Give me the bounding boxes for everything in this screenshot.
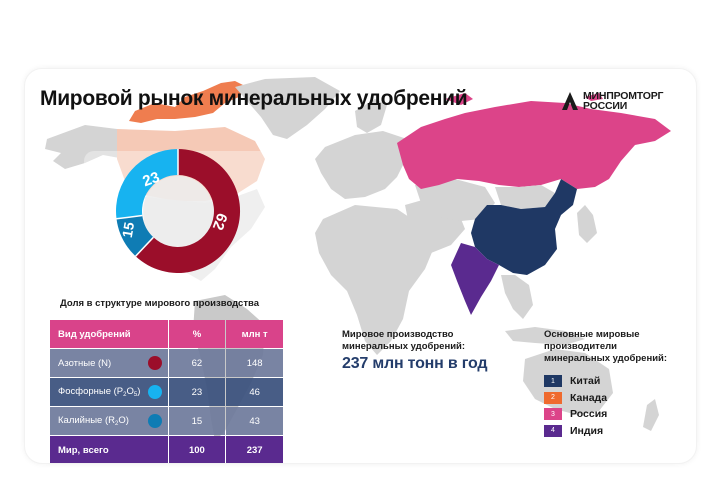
table-row: Калийные (R2O) 15 43 (50, 407, 283, 435)
ministry-logo: МИНПРОМТОРГ РОССИИ (562, 91, 663, 111)
row-percent: 62 (168, 349, 226, 377)
map-se-asia (501, 275, 533, 319)
legend-label: Канада (570, 391, 608, 404)
row-mt: 46 (226, 378, 283, 406)
legend-item-india: 4 Индия (544, 423, 667, 439)
donut-caption: Доля в структуре мирового производства (60, 298, 259, 309)
header-percent: % (168, 320, 226, 348)
map-japan (577, 205, 597, 243)
legend-swatch-russia: 3 (544, 408, 562, 420)
row-name-text: Азотные (N) (58, 357, 112, 369)
table-row: Фосфорные (P2O5) 23 46 (50, 378, 283, 406)
donut-label-nitrogen: 62 (209, 211, 231, 232)
legend-swatch-china: 1 (544, 375, 562, 387)
map-scandinavia (355, 99, 387, 133)
map-mongolia (495, 185, 555, 209)
row-name-text: Калийные (R2O) (58, 415, 129, 427)
table-row: Азотные (N) 62 148 (50, 349, 283, 377)
infographic-card: Мировой рынок минеральных удобрений МИНП… (24, 68, 697, 464)
donut-chart: 62 23 15 (116, 148, 241, 273)
production-line-1: Мировое производство (342, 329, 454, 340)
table-header-row: Вид удобрений % млн т (50, 320, 283, 348)
map-indonesia (505, 327, 585, 345)
logo-line-2: РОССИИ (583, 100, 628, 112)
header-mt: млн т (226, 320, 283, 348)
legend-label: Китай (570, 375, 601, 387)
legend-item-canada: 2 Канада (544, 390, 667, 406)
row-name: Фосфорные (P2O5) (50, 378, 168, 406)
legend-title-2: производители (544, 341, 617, 352)
legend-label: Россия (570, 408, 608, 420)
nitrogen-dot-icon (147, 356, 162, 370)
map-india (451, 243, 499, 315)
potash-dot-icon (147, 414, 162, 428)
row-mt: 43 (226, 407, 283, 435)
producers-legend: Основные мировые производители минеральн… (544, 329, 667, 439)
phosphate-dot-icon (147, 385, 162, 399)
map-alaska (45, 125, 135, 169)
total-name: Мир, всего (50, 436, 168, 463)
fertilizer-table: Вид удобрений % млн т Азотные (N) 62 148… (49, 319, 284, 463)
row-name: Азотные (N) (50, 349, 168, 377)
logo-text: МИНПРОМТОРГ РОССИИ (583, 90, 664, 112)
legend-swatch-india: 4 (544, 424, 562, 437)
legend-item-china: 1 Китай (544, 373, 667, 389)
map-greenland (235, 77, 340, 139)
table-total-row: Мир, всего 100 237 (50, 436, 283, 463)
production-total: 237 млн тонн в год (342, 355, 488, 372)
row-name: Калийные (R2O) (50, 407, 168, 435)
legend-swatch-canada: 2 (544, 391, 562, 404)
donut-label-phosphate: 23 (140, 169, 161, 191)
map-russia (397, 101, 671, 189)
legend-title-1: Основные мировые (544, 329, 640, 340)
map-china (471, 179, 577, 275)
total-percent: 100 (168, 436, 226, 463)
legend-label: Индия (570, 424, 604, 437)
row-name-text: Фосфорные (P2O5) (58, 386, 141, 398)
map-africa (315, 205, 435, 355)
world-production-block: Мировое производство минеральных удобрен… (342, 329, 487, 373)
map-europe (315, 131, 407, 199)
row-percent: 23 (168, 378, 226, 406)
map-canada-arctic (129, 81, 247, 123)
header-type: Вид удобрений (50, 320, 168, 348)
map-central-asia (415, 179, 495, 221)
donut-label-potash: 15 (119, 221, 137, 239)
donut-hole (143, 176, 213, 246)
legend-title-3: минеральных удобрений: (544, 353, 668, 364)
map-new-zealand (643, 399, 659, 431)
total-mt: 237 (226, 436, 283, 463)
legend-item-russia: 3 Россия (544, 406, 667, 422)
row-percent: 15 (168, 407, 226, 435)
production-line-2: минеральных удобрений: (342, 341, 466, 352)
logo-line-1: МИНПРОМТОРГ (583, 90, 664, 102)
donut-segment-nitrogen (135, 148, 241, 273)
row-mt: 148 (226, 349, 283, 377)
triangle-logo-icon (562, 92, 578, 110)
page-title: Мировой рынок минеральных удобрений (40, 87, 468, 110)
map-russia-islands (445, 93, 603, 105)
donut-segment-phosphate (116, 149, 178, 219)
